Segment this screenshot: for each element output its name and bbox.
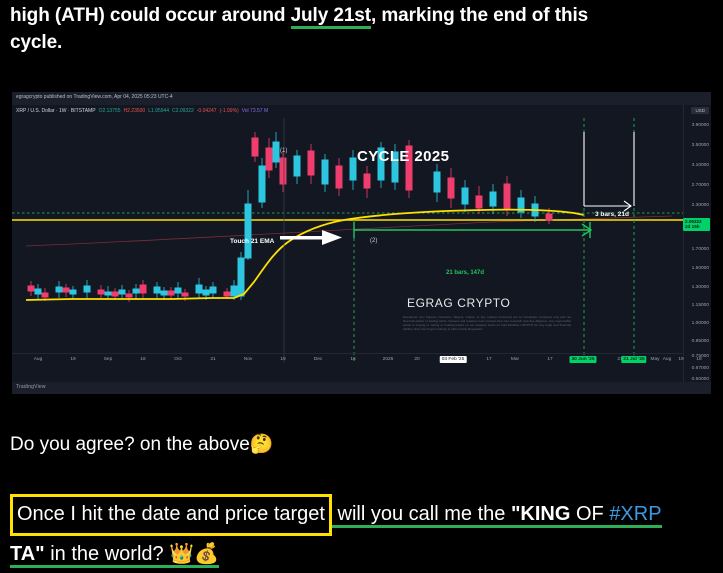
time-axis[interactable]: Aug 19 Sep 16 Oct 21 Nov 18 Dec 16 2025 … xyxy=(12,353,702,368)
price-tick: 1.00000 xyxy=(691,321,709,326)
time-tick-green-1: 30 Jun '25 xyxy=(569,356,597,363)
time-tick: 18 xyxy=(696,357,702,362)
bottom-tail-text: in the world? xyxy=(44,543,170,565)
current-price-badge: 2.09322 2d 15h xyxy=(683,218,710,231)
tradingview-chart[interactable]: egragcrypto published on TradingView.com… xyxy=(12,92,711,394)
time-tick: Mar xyxy=(510,357,520,362)
time-tick: 16 xyxy=(350,357,356,362)
touch-ema-arrow xyxy=(280,230,342,245)
time-tick-green-2: 21 Jul '25 xyxy=(621,356,647,363)
change-pct: (-1.99%) xyxy=(219,108,239,114)
post-top-text: high (ATH) could occur around July 21st,… xyxy=(10,2,700,56)
time-tick: Oct xyxy=(174,357,182,362)
measure-21-bars xyxy=(353,222,593,238)
top-text-line2: cycle. xyxy=(10,32,63,53)
annotation-label-2: (2) xyxy=(370,238,378,244)
price-tick: 0.85000 xyxy=(691,339,709,344)
watermark-title: EGRAG CRYPTO xyxy=(407,296,511,310)
chart-svg xyxy=(12,118,684,363)
tradingview-logo: TradingView xyxy=(16,384,46,390)
change-abs: -0.04247 xyxy=(196,108,217,114)
price-axis[interactable]: USD 3.90000 3.50000 3.10000 2.70000 2.30… xyxy=(683,105,711,394)
bottom-after-box: will you call me the "KING OF #XRP xyxy=(332,503,662,525)
time-tick: 16 xyxy=(140,357,146,362)
price-tick: 1.15000 xyxy=(691,303,709,308)
price-tick: 3.10000 xyxy=(691,163,709,168)
high-value: H2.23500 xyxy=(123,108,146,114)
yellow-boxed-phrase: Once I hit the date and price target xyxy=(10,494,332,536)
price-tick: 0.67000 xyxy=(691,366,709,371)
currency-chip: USD xyxy=(691,107,709,114)
time-tick: Dec xyxy=(313,357,323,362)
hashtag-xrp: #XRP xyxy=(609,503,662,525)
price-tick: 3.90000 xyxy=(691,123,709,128)
time-tick: 21 xyxy=(617,357,623,362)
top-text-part-b: , marking the end of this xyxy=(371,5,589,26)
thinking-face-emoji: 🤔 xyxy=(249,433,274,455)
time-tick: 17 xyxy=(547,357,553,362)
time-tick: Sep xyxy=(103,357,113,362)
close-value: C2.09322 xyxy=(172,108,194,114)
highlight-july-21st: July 21st xyxy=(290,5,372,26)
of-word: OF xyxy=(570,503,610,525)
post-mid-text: Do you agree? on the above🤔 xyxy=(10,432,273,456)
measure-3bars-label: 3 bars, 21d xyxy=(595,211,629,218)
bottom-after-box-text: will you call me the xyxy=(331,503,511,525)
ema-21-line xyxy=(25,208,585,301)
measure-3-bars xyxy=(583,132,635,212)
crown-moneybag-emoji: 👑💰 xyxy=(169,541,219,565)
volume-value: Vol 73.57 M xyxy=(241,108,269,114)
time-tick: 2025 xyxy=(382,357,394,362)
low-value: L1.95944 xyxy=(148,108,170,114)
time-tick: 19 xyxy=(70,357,76,362)
open-value: O2.13755 xyxy=(98,108,121,114)
chart-plot-area[interactable]: CYCLE 2025 (1) (2) Touch 21 EMA 3 bars, … xyxy=(12,118,684,363)
ta-word: TA" xyxy=(10,543,45,565)
king-word: "KING xyxy=(510,503,571,525)
watermark-disclaimer: Disclaimer: Any Figures, Numbers, Target… xyxy=(403,315,571,331)
time-tick: 20 xyxy=(414,357,420,362)
price-tick: 2.70000 xyxy=(691,183,709,188)
tradingview-footer: TradingView xyxy=(12,382,711,394)
time-tick: 19 xyxy=(678,357,684,362)
mid-text-label: Do you agree? on the above xyxy=(10,434,250,455)
annotation-label-1: (1) xyxy=(280,148,288,154)
time-tick: 18 xyxy=(280,357,286,362)
time-tick: 17 xyxy=(486,357,492,362)
post-bottom-text: Once I hit the date and price target wil… xyxy=(10,494,716,571)
price-tick: 1.70000 xyxy=(691,247,709,252)
price-tick: 2.30000 xyxy=(691,203,709,208)
current-price-value: 2.09322 xyxy=(685,219,702,224)
ohlc-legend: XRP / U.S. Dollar · 1W · BITSTAMP O2.1375… xyxy=(16,108,271,114)
time-tick: Nov xyxy=(243,357,253,362)
time-tick-selected: 03 Feb '25 xyxy=(439,356,467,363)
symbol-label: XRP / U.S. Dollar · 1W · BITSTAMP xyxy=(16,108,96,114)
time-tick: May xyxy=(650,357,660,362)
top-text-part-a: high (ATH) could occur around xyxy=(10,5,291,26)
current-price-countdown: 2d 15h xyxy=(685,224,700,230)
touch-21-ema-label: Touch 21 EMA xyxy=(230,238,275,245)
time-tick: Aug xyxy=(662,357,672,362)
time-tick: 21 xyxy=(210,357,216,362)
bottom-line2-highlight: TA" in the world? 👑💰 xyxy=(10,541,219,565)
chart-header-bar: egragcrypto published on TradingView.com… xyxy=(12,92,711,105)
time-tick: Aug xyxy=(33,357,43,362)
candlestick-series xyxy=(27,132,553,302)
price-tick: 1.50000 xyxy=(691,266,709,271)
publisher-line: egragcrypto published on TradingView.com… xyxy=(16,94,173,100)
price-tick: 3.50000 xyxy=(691,143,709,148)
cycle-2025-title: CYCLE 2025 xyxy=(357,148,450,165)
price-tick: 0.60000 xyxy=(691,377,709,382)
price-tick: 0.75000 xyxy=(691,354,709,359)
measure-21bars-label: 21 bars, 147d xyxy=(446,270,485,276)
price-tick: 1.30000 xyxy=(691,285,709,290)
